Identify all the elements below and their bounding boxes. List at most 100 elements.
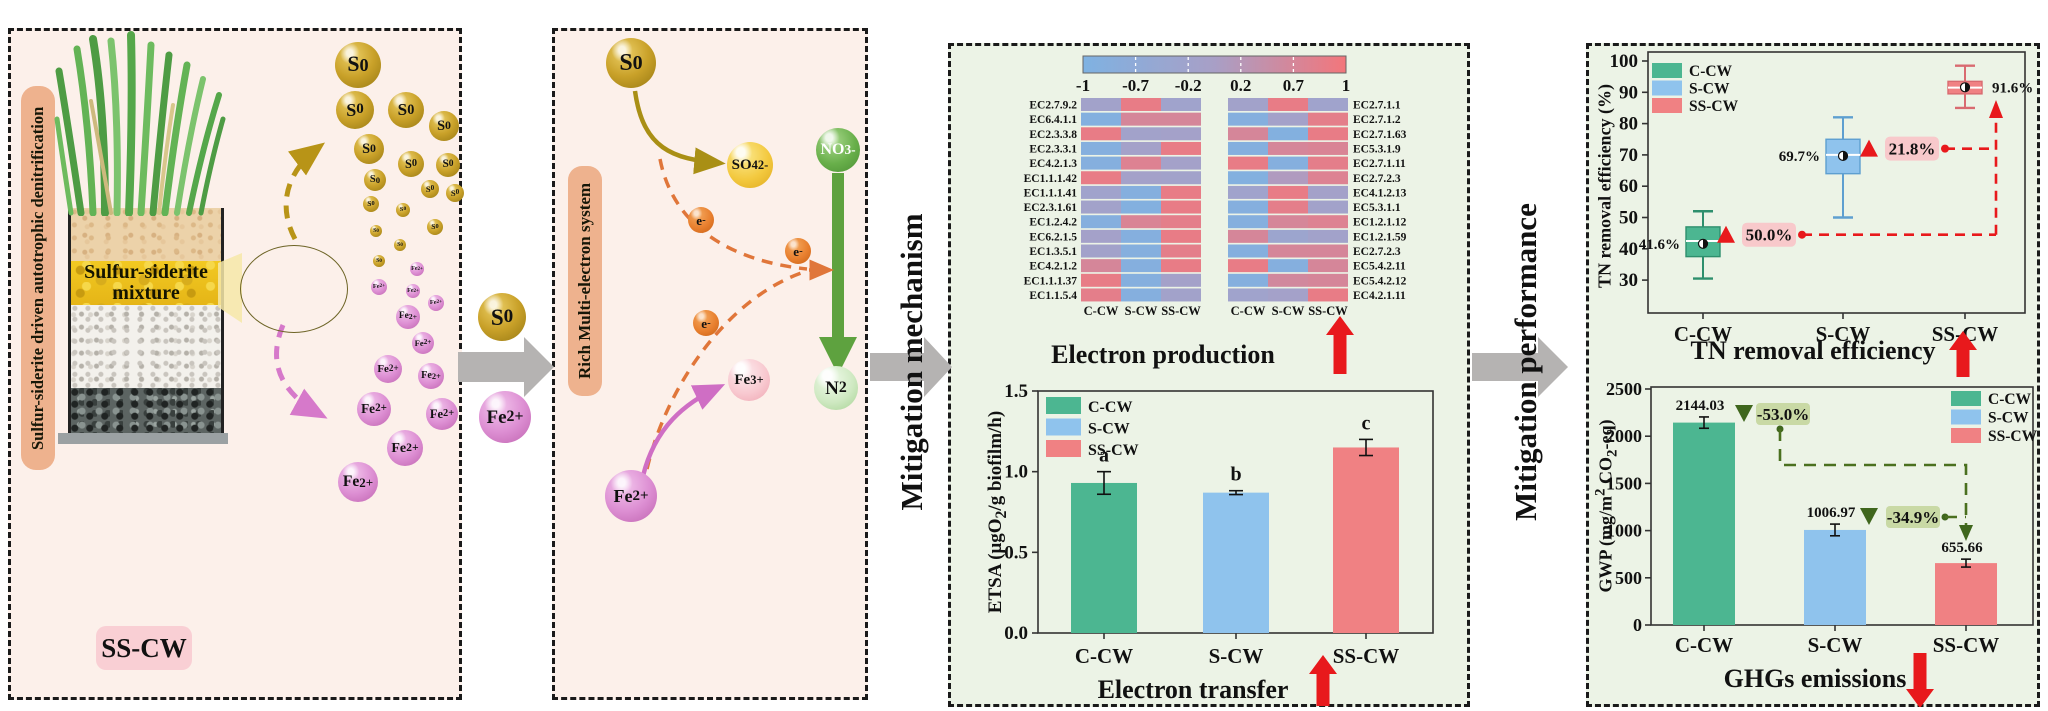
heatmap-cell (1268, 200, 1308, 214)
gray-right-arrow-2 (870, 337, 952, 397)
svg-text:21.8%: 21.8% (1889, 140, 1936, 159)
svg-text:c: c (1362, 412, 1371, 434)
heatmap-cell (1268, 171, 1308, 185)
svg-text:S-CW: S-CW (1272, 304, 1305, 318)
sand-layer (71, 208, 221, 261)
panel-mitigation-mechanism: -1 -0.7 -0.2 0.2 0.7 1 EC2.7.9.2 EC6.4.1.1 EC2.3… (948, 43, 1470, 707)
svg-text:655.66: 655.66 (1941, 540, 1983, 556)
heatmap-cell (1161, 229, 1201, 243)
heatmap-cell (1268, 98, 1308, 111)
svg-text:EC4.2.1.3: EC4.2.1.3 (1029, 158, 1077, 170)
electron-transfer-bar-chart: 0.0 0.5 1.0 1.5 a C-CW b S-CW c SS-CW C-CW S-CW SS-C… (1004, 381, 1434, 706)
svg-text:a: a (1099, 445, 1109, 467)
s0-to-so4-arrow (632, 90, 726, 175)
heatmap-cell (1308, 156, 1348, 170)
magnifier-cone (218, 253, 242, 323)
heatmap-cell (1228, 156, 1268, 170)
svg-text:EC2.3.1.61: EC2.3.1.61 (1024, 202, 1078, 214)
svg-text:EC5.3.1.1: EC5.3.1.1 (1353, 202, 1401, 214)
heatmap-cell (1121, 273, 1161, 287)
heatmap-cell (1081, 98, 1121, 111)
electron-production-heatmap: -1 -0.7 -0.2 0.2 0.7 1 EC2.7.9.2 EC6.4.1.1 EC2.3… (1024, 55, 1407, 374)
heatmap-cell (1228, 200, 1268, 214)
fe2-particle: Fe 2+ (374, 355, 402, 383)
svg-text:40: 40 (1619, 239, 1638, 260)
svg-text:2500: 2500 (1606, 381, 1642, 399)
svg-text:EC1.1.1.41: EC1.1.1.41 (1024, 187, 1078, 199)
heatmap-cell (1268, 185, 1308, 199)
heatmap-cell (1121, 98, 1161, 111)
trend-arrow (1309, 655, 1337, 706)
heatmap-cell (1308, 259, 1348, 273)
svg-text:1006.97: 1006.97 (1807, 505, 1856, 521)
svg-text:EC2.7.1.1: EC2.7.1.1 (1353, 100, 1401, 112)
box-SS-CW: 91.6%SS-CW (1932, 64, 2033, 346)
svg-text:91.6%: 91.6% (1992, 80, 2033, 96)
heatmap-cell (1081, 156, 1121, 170)
chart-title-electron-transfer: Electron transfer (1098, 675, 1289, 704)
heatmap-cell (1121, 171, 1161, 185)
bar-C-CW: 2144.03 C-CW (1673, 398, 1735, 657)
fe2-ball: Fe 2+ (605, 470, 657, 522)
sulfur-siderite-layer: Sulfur-siderite mixture (71, 261, 221, 305)
fe2-particle: Fe 2+ (418, 363, 444, 389)
svg-text:EC2.3.3.8: EC2.3.3.8 (1029, 129, 1077, 141)
electron-ball-1: e- (688, 207, 714, 233)
chart-title-tn-removal: TN removal efficiency (1691, 336, 1936, 365)
svg-text:-0.2: -0.2 (1175, 76, 1202, 95)
heatmap-cell (1268, 127, 1308, 141)
svg-text:EC2.3.3.1: EC2.3.3.1 (1029, 143, 1077, 155)
svg-text:0.2: 0.2 (1230, 76, 1251, 95)
down-triangle (1860, 508, 1878, 525)
fe2-particle: Fe 2+ (396, 305, 420, 329)
svg-text:EC6.2.1.5: EC6.2.1.5 (1029, 231, 1077, 243)
heatmap-cell (1268, 112, 1308, 126)
heatmap-cell (1228, 229, 1268, 243)
heatmap-cell (1081, 288, 1121, 302)
svg-text:70: 70 (1619, 145, 1638, 166)
heatmap-cell (1081, 244, 1121, 258)
heatmap-cell (1308, 141, 1348, 155)
heatmap-cell (1081, 273, 1121, 287)
svg-text:C-CW: C-CW (1075, 644, 1133, 668)
fe2-particle: Fe 2+ (357, 392, 391, 426)
svg-text:EC1.2.1.59: EC1.2.1.59 (1353, 231, 1407, 243)
fe2-particle: Fe 2+ (412, 332, 434, 354)
trend-arrow (1949, 331, 1977, 377)
heatmap-cell (1161, 98, 1201, 111)
bar-SS-CW: 655.66 SS-CW (1933, 540, 2000, 657)
heatmap-cell (1161, 215, 1201, 229)
svg-text:1500: 1500 (1606, 473, 1642, 493)
heatmap-cell (1228, 127, 1268, 141)
svg-text:69.7%: 69.7% (1779, 149, 1820, 165)
trend-arrow (1906, 653, 1934, 707)
svg-text:1.0: 1.0 (1004, 462, 1028, 483)
sulfur-layer-label: Sulfur-siderite mixture (84, 261, 208, 304)
fe2-to-fe3-arrow (640, 384, 726, 477)
electron-ball-2: e- (785, 238, 811, 264)
svg-text:SS-CW: SS-CW (1161, 304, 1201, 318)
svg-text:C-CW: C-CW (1084, 304, 1119, 318)
heatmap-cell (1161, 156, 1201, 170)
heatmap-cell (1308, 215, 1348, 229)
svg-text:EC4.2.1.2: EC4.2.1.2 (1029, 261, 1077, 273)
grass-illustration (54, 31, 226, 216)
svg-text:SS-CW: SS-CW (1689, 98, 1739, 115)
dashed-arrowhead (1959, 525, 1973, 541)
heatmap-cell (1268, 156, 1308, 170)
svg-text:80: 80 (1619, 114, 1638, 135)
heatmap-cell (1161, 127, 1201, 141)
heatmap-cell (1268, 215, 1308, 229)
svg-text:C-CW: C-CW (1675, 633, 1733, 657)
heatmap-cell (1308, 229, 1348, 243)
svg-text:b: b (1230, 464, 1241, 486)
svg-text:EC6.4.1.1: EC6.4.1.1 (1029, 114, 1077, 126)
